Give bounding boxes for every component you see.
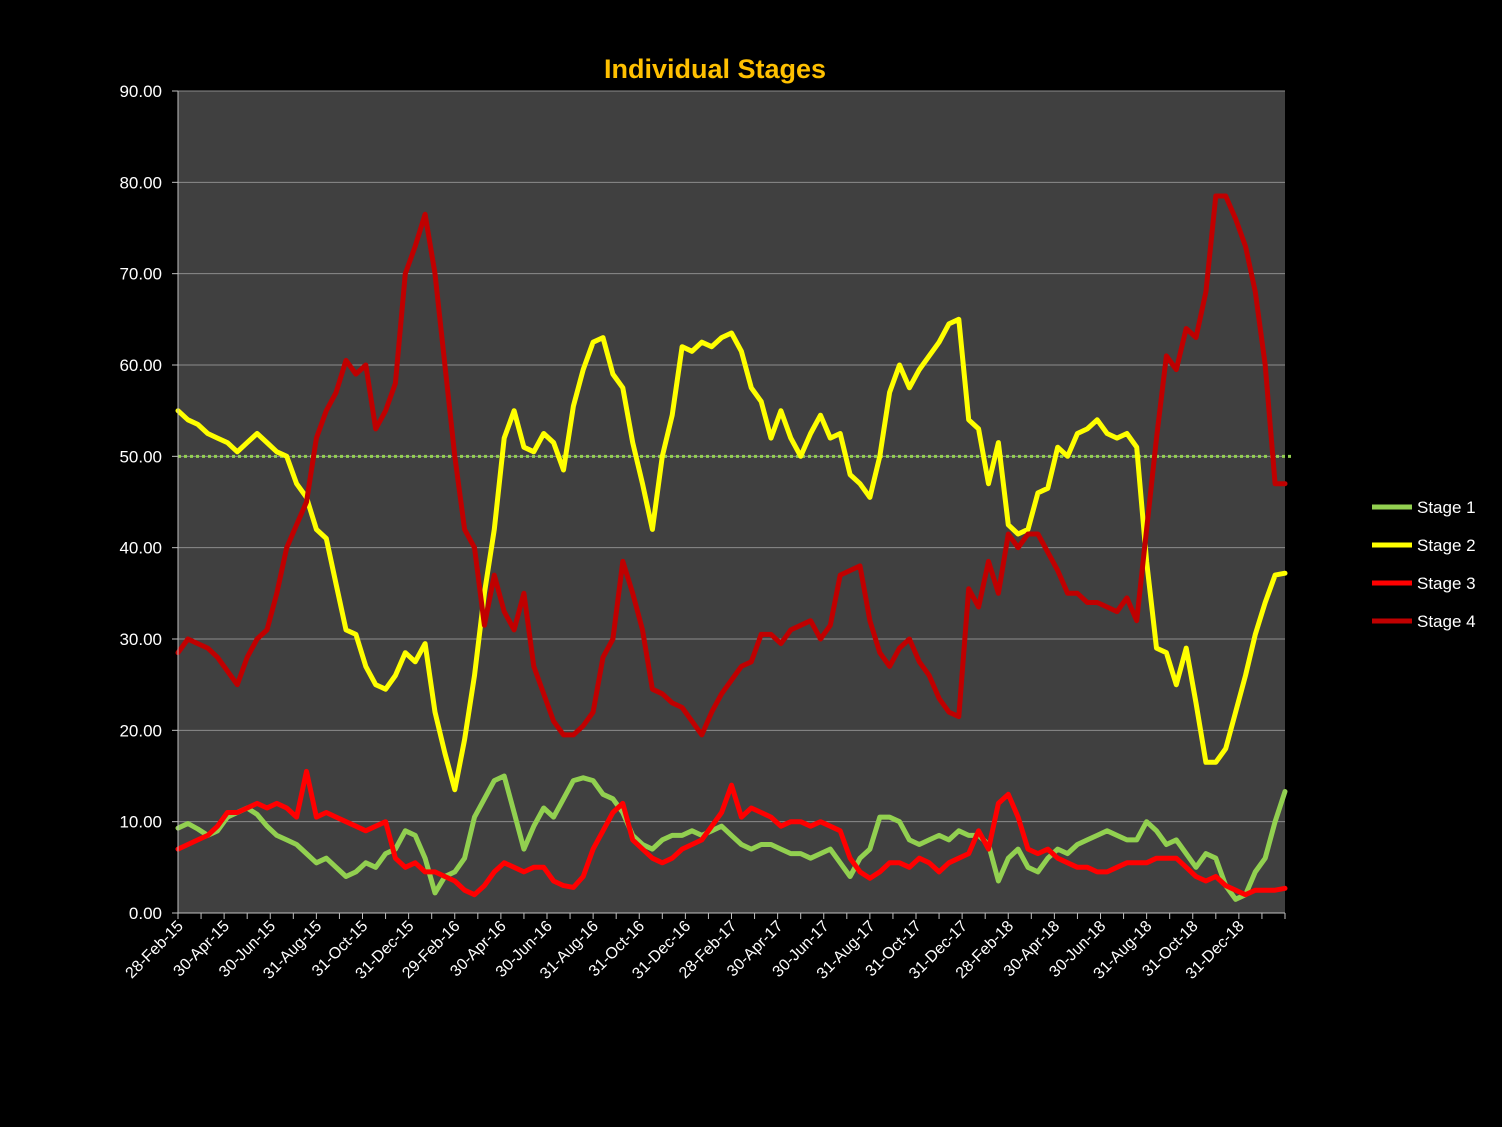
y-tick-label: 50.00: [119, 447, 162, 466]
y-tick-label: 80.00: [119, 173, 162, 192]
y-tick-label: 20.00: [119, 721, 162, 740]
y-tick-label: 90.00: [119, 82, 162, 101]
series-lines: [175, 193, 1288, 902]
series-line-stage-3: [175, 768, 1288, 898]
series-line-stage-2: [175, 316, 1288, 793]
y-tick-label: 0.00: [129, 904, 162, 923]
legend-label: Stage 1: [1417, 498, 1476, 517]
legend-label: Stage 2: [1417, 536, 1476, 555]
legend-label: Stage 3: [1417, 574, 1476, 593]
series-line-stage-1: [175, 773, 1288, 902]
y-tick-label: 40.00: [119, 539, 162, 558]
legend-label: Stage 4: [1417, 612, 1476, 631]
y-tick-label: 10.00: [119, 813, 162, 832]
y-tick-label: 30.00: [119, 630, 162, 649]
plot-area: [178, 91, 1285, 913]
plot-area-group: [178, 91, 1285, 913]
chart-title: Individual Stages: [604, 54, 826, 84]
legend: Stage 1 Stage 2 Stage 3 Stage 4: [1372, 498, 1476, 631]
y-tick-label: 70.00: [119, 265, 162, 284]
y-tick-label: 60.00: [119, 356, 162, 375]
series-line-stage-4: [175, 193, 1288, 738]
